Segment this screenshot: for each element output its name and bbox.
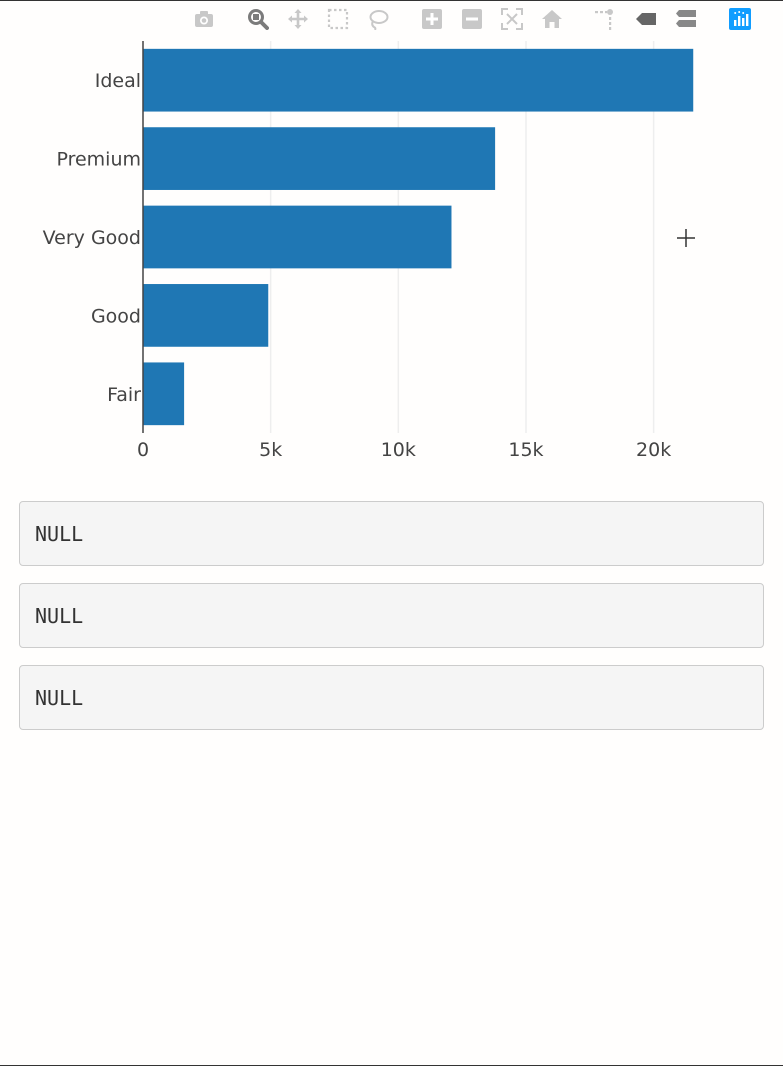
bars [143,48,694,426]
output-box-3: NULL [19,665,764,730]
output-box-1: NULL [19,501,764,566]
hover-compare-icon [676,10,696,27]
pan-button[interactable] [284,5,312,33]
spike-lines-icon [595,9,613,30]
zoom-out-button[interactable] [458,5,486,33]
y-tick-label: Ideal [95,70,141,92]
output-text: NULL [35,603,84,628]
x-tick-label: 15k [508,439,543,461]
camera-icon [195,11,213,27]
bar[interactable] [143,362,185,426]
zoom-in-icon [422,9,442,29]
reset-axes-icon [542,10,562,28]
lasso-select-button[interactable] [364,5,392,33]
spike-lines-button[interactable] [590,5,618,33]
box-select-icon [327,8,349,30]
hover-closest-button[interactable] [632,5,660,33]
x-tick-label: 10k [381,439,416,461]
lasso-select-icon [369,10,389,30]
output-text: NULL [35,521,84,546]
x-axis-tick-labels: 0 5k 10k 15k 20k [137,439,671,461]
x-tick-label: 5k [259,439,282,461]
camera-button[interactable] [190,5,218,33]
zoom-in-button[interactable] [418,5,446,33]
hover-closest-icon [636,13,656,25]
reset-axes-button[interactable] [538,5,566,33]
x-tick-label: 0 [137,439,149,461]
y-axis-tick-labels: Fair Good Very Good Premium Ideal [43,70,142,406]
bar[interactable] [143,284,269,347]
autoscale-icon [501,8,523,30]
zoom-out-icon [462,9,482,29]
output-box-2: NULL [19,583,764,648]
bar[interactable] [143,205,452,269]
crosshair-cursor-icon [677,229,695,247]
y-tick-label: Fair [107,384,141,406]
bar[interactable] [143,48,694,112]
plotly-logo-icon [729,8,751,30]
x-tick-label: 20k [636,439,671,461]
zoom-icon [248,9,269,30]
y-tick-label: Good [91,305,141,327]
bar[interactable] [143,127,496,190]
hover-compare-button[interactable] [672,5,700,33]
y-tick-label: Very Good [43,227,141,249]
zoom-button[interactable] [244,5,272,33]
output-text: NULL [35,685,84,710]
y-tick-label: Premium [56,149,141,171]
bar-chart[interactable]: Fair Good Very Good Premium Ideal 0 5k 10k 15k 2… [0,1,783,471]
plotly-logo-button[interactable] [726,5,754,33]
modebar [188,5,758,33]
autoscale-button[interactable] [498,5,526,33]
box-select-button[interactable] [324,5,352,33]
pan-icon [288,9,308,29]
